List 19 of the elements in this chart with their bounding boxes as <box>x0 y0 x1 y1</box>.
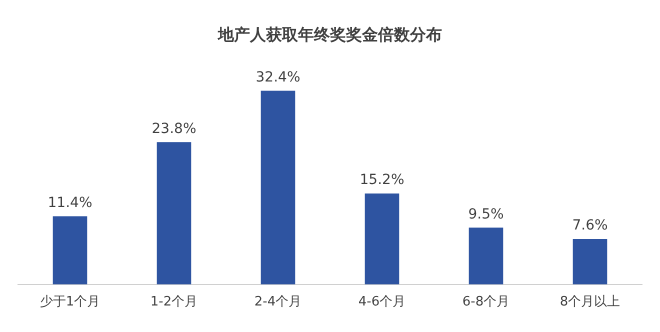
x-tick-label: 1-2个月 <box>150 294 198 310</box>
data-label: 9.5% <box>468 206 504 222</box>
bar <box>260 90 296 284</box>
data-label: 11.4% <box>48 194 92 211</box>
x-tick-label: 少于1个月 <box>40 294 100 310</box>
bar <box>364 194 400 284</box>
data-label: 23.8% <box>152 120 196 137</box>
x-tick-label: 4-6个月 <box>358 294 406 310</box>
bar <box>52 216 88 284</box>
x-tick-label: 8个月以上 <box>560 294 620 310</box>
x-tick-label: 2-4个月 <box>254 294 302 310</box>
data-label: 15.2% <box>360 172 404 188</box>
chart-title: 地产人获取年终奖奖金倍数分布 <box>217 24 442 44</box>
data-label: 32.4% <box>256 69 300 86</box>
x-tick-label: 6-8个月 <box>462 294 510 310</box>
data-label: 7.6% <box>572 218 608 234</box>
bar <box>572 238 608 284</box>
bar <box>468 228 504 284</box>
bar <box>156 142 192 284</box>
